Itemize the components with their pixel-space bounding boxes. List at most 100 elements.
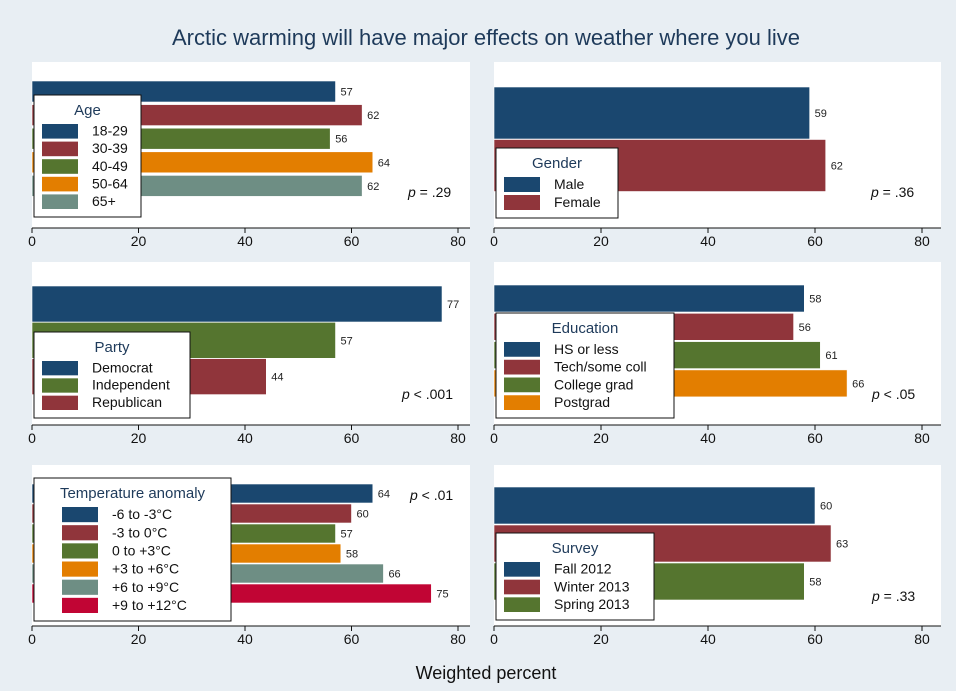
x-tick-label: 20 xyxy=(131,233,147,249)
bar-value-label: 44 xyxy=(271,372,283,384)
legend-label: Postgrad xyxy=(554,394,610,410)
bar-value-label: 66 xyxy=(388,569,400,581)
x-tick-label: 40 xyxy=(700,430,716,446)
legend-label: Republican xyxy=(92,394,162,410)
legend: Gender Male Female xyxy=(495,147,619,219)
p-value: p = .29 xyxy=(407,184,451,200)
legend-title: Party xyxy=(94,339,130,356)
legend-label: +3 to +6°C xyxy=(112,561,179,577)
p-value-text: < .01 xyxy=(418,487,454,503)
bar-value-label: 61 xyxy=(825,350,837,362)
legend-label: Female xyxy=(554,194,601,210)
p-value-text: = .29 xyxy=(416,184,452,200)
legend-swatch xyxy=(42,378,78,393)
legend-label: Male xyxy=(554,176,585,192)
x-tick-label: 20 xyxy=(593,631,609,647)
bar-value-label: 57 xyxy=(341,529,353,541)
legend-label: College grad xyxy=(554,376,633,392)
chart-title: Arctic warming will have major effects o… xyxy=(172,25,800,50)
bar-value-label: 77 xyxy=(447,299,459,311)
legend-swatch xyxy=(42,159,78,174)
p-value-symbol: p xyxy=(409,487,418,503)
x-tick-label: 20 xyxy=(593,233,609,249)
p-value: p < .001 xyxy=(401,386,453,402)
p-value-symbol: p xyxy=(870,184,879,200)
legend-swatch xyxy=(504,195,540,210)
x-tick-label: 20 xyxy=(131,631,147,647)
x-tick-label: 20 xyxy=(131,430,147,446)
legend-label: HS or less xyxy=(554,341,619,357)
legend-swatch xyxy=(504,359,540,375)
legend-swatch xyxy=(504,377,540,393)
bar xyxy=(31,285,443,323)
x-tick-label: 80 xyxy=(450,631,466,647)
x-tick-label: 0 xyxy=(490,631,498,647)
x-tick-label: 80 xyxy=(450,430,466,446)
legend: Temperature anomaly -6 to -3°C -3 to 0°C 0 … xyxy=(33,477,232,622)
x-tick-label: 80 xyxy=(914,233,930,249)
legend-label: -6 to -3°C xyxy=(112,506,172,522)
panel-temperature-anomaly: 64 60 57 58 66 75 0 20 40 60 80 Temperature anomaly… xyxy=(28,465,470,647)
legend-swatch xyxy=(42,124,78,139)
legend-swatch xyxy=(504,579,540,595)
legend-title: Education xyxy=(552,320,619,337)
legend-label: 30-39 xyxy=(92,140,128,156)
x-tick-label: 80 xyxy=(914,430,930,446)
legend-swatch xyxy=(504,562,540,577)
p-value: p = .36 xyxy=(870,184,914,200)
p-value-text: < .001 xyxy=(410,386,453,402)
legend-swatch xyxy=(62,507,98,523)
panel-gender: 59 62 0 20 40 60 80 Gender Male Female p = .36 xyxy=(490,62,941,249)
legend-label: Spring 2013 xyxy=(554,596,630,612)
legend-swatch xyxy=(504,597,540,612)
legend-label: 50-64 xyxy=(92,175,128,191)
bar-value-label: 62 xyxy=(367,110,379,122)
x-tick-label: 60 xyxy=(807,233,823,249)
legend-title: Survey xyxy=(552,540,599,557)
bar-value-label: 56 xyxy=(335,134,347,146)
bar-value-label: 56 xyxy=(799,322,811,334)
legend-label: -3 to 0°C xyxy=(112,524,167,540)
legend-swatch xyxy=(62,597,98,613)
p-value-symbol: p xyxy=(871,386,880,402)
x-tick-label: 40 xyxy=(700,631,716,647)
x-tick-label: 40 xyxy=(700,233,716,249)
legend-label: +6 to +9°C xyxy=(112,579,179,595)
x-axis-label: Weighted percent xyxy=(416,663,557,683)
bar-value-label: 59 xyxy=(815,108,827,120)
p-value-text: = .36 xyxy=(879,184,915,200)
legend-swatch xyxy=(504,342,540,357)
x-tick-label: 80 xyxy=(914,631,930,647)
x-tick-label: 0 xyxy=(490,430,498,446)
panel-party: 77 57 44 0 20 40 60 80 Party Democrat IndependentR… xyxy=(28,262,470,446)
x-tick-label: 40 xyxy=(237,631,253,647)
p-value-symbol: p xyxy=(407,184,416,200)
legend-label: Independent xyxy=(92,377,170,393)
legend-label: Fall 2012 xyxy=(554,561,612,577)
bar-value-label: 57 xyxy=(341,335,353,347)
legend-swatch xyxy=(42,361,78,376)
legend-swatch xyxy=(504,177,540,192)
p-value: p < .05 xyxy=(871,386,915,402)
p-value-symbol: p xyxy=(871,588,880,604)
bar xyxy=(493,86,810,140)
legend-title: Age xyxy=(74,102,101,119)
legend-label: 18-29 xyxy=(92,123,128,139)
x-tick-label: 0 xyxy=(28,233,36,249)
x-tick-label: 80 xyxy=(450,233,466,249)
bar-value-label: 62 xyxy=(831,161,843,173)
panel-education: 58 56 61 66 0 20 40 60 80 Education HS or less Tech… xyxy=(490,262,941,446)
x-tick-label: 60 xyxy=(344,430,360,446)
p-value-symbol: p xyxy=(401,386,410,402)
x-tick-label: 0 xyxy=(28,631,36,647)
legend-swatch xyxy=(62,543,98,559)
bar-value-label: 64 xyxy=(378,489,390,501)
bar xyxy=(493,284,805,313)
p-value: p = .33 xyxy=(871,588,915,604)
x-tick-label: 60 xyxy=(344,631,360,647)
